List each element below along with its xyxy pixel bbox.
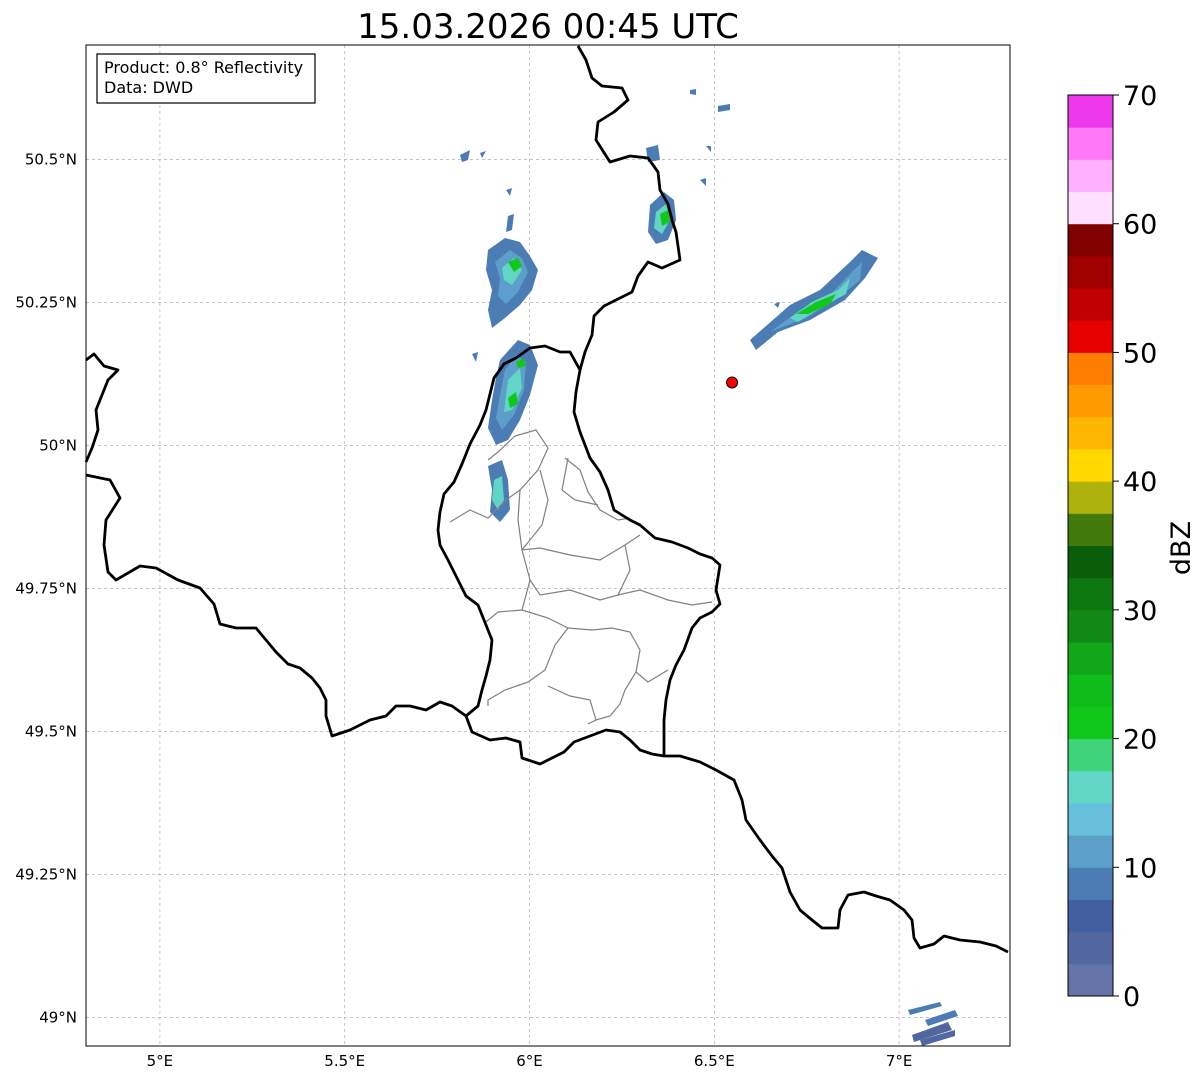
y-axis-ticks: 50.5°N 50.25°N 50°N 49.75°N 49.5°N 49.25°N 49°…	[15, 150, 77, 1026]
colorbar-swatch	[1068, 963, 1113, 997]
colorbar-swatch	[1068, 416, 1113, 450]
y-tick-label: 50.25°N	[15, 293, 77, 311]
colorbar-swatch	[1068, 770, 1113, 804]
colorbar-frame	[1067, 94, 1114, 997]
x-tick-label: 6.5°E	[694, 1052, 735, 1070]
echo-band-north-east	[750, 250, 878, 350]
colorbar-swatch	[1068, 223, 1113, 257]
country-borders	[84, 45, 1009, 954]
colorbar-tick-label: 20	[1123, 725, 1157, 756]
info-box: Product: 0.8° Reflectivity Data: DWD	[96, 53, 316, 104]
colorbar-swatch	[1068, 384, 1113, 418]
colorbar-swatch	[1068, 931, 1113, 965]
gridlines	[86, 45, 1010, 1046]
colorbar-swatch	[1068, 609, 1113, 643]
y-tick-label: 49°N	[39, 1008, 77, 1026]
colorbar-swatch	[1068, 577, 1113, 611]
colorbar-swatch	[1068, 899, 1113, 933]
colorbar-tick-label: 0	[1123, 982, 1140, 1013]
colorbar-tick-label: 30	[1123, 596, 1157, 627]
colorbar-tick-label: 40	[1123, 467, 1157, 498]
map-frame	[85, 44, 1011, 1047]
colorbar-swatches	[1068, 95, 1113, 997]
district-borders	[449, 429, 713, 725]
y-tick-label: 50.5°N	[25, 150, 77, 168]
info-box-frame	[96, 53, 316, 104]
colorbar-tick-label: 70	[1123, 81, 1157, 112]
colorbar-swatch	[1068, 513, 1113, 546]
colorbar-swatch	[1068, 127, 1113, 160]
x-tick-label: 5°E	[147, 1052, 174, 1070]
colorbar-swatch	[1068, 191, 1113, 225]
colorbar-swatch	[1068, 95, 1113, 128]
colorbar-swatch	[1068, 352, 1113, 386]
colorbar-label: dBZ	[1166, 521, 1197, 575]
colorbar-ticks: 0 10 20 30 40 50 60 70	[1113, 81, 1157, 1013]
map-background	[86, 45, 1010, 1046]
x-tick-label: 6°E	[516, 1052, 543, 1070]
colorbar-tick-label: 60	[1123, 210, 1157, 241]
colorbar-swatch	[1068, 255, 1113, 289]
x-tick-label: 7°E	[886, 1052, 913, 1070]
map-axes: Product: 0.8° Reflectivity Data: DWD 5°E…	[15, 44, 1011, 1070]
x-axis-ticks: 5°E 5.5°E 6°E 6.5°E 7°E	[147, 1052, 913, 1070]
info-source-text: Data: DWD	[104, 78, 193, 97]
radar-echoes	[460, 89, 958, 1046]
x-tick-label: 5.5°E	[324, 1052, 365, 1070]
y-tick-label: 49.75°N	[15, 579, 77, 597]
map-title: 15.03.2026 00:45 UTC	[357, 7, 739, 47]
colorbar: 0 10 20 30 40 50 60 70 dBZ	[1067, 81, 1197, 1013]
colorbar-swatch	[1068, 706, 1113, 740]
colorbar-swatch	[1068, 481, 1113, 514]
echo-cell-north-west	[460, 150, 538, 328]
colorbar-swatch	[1068, 642, 1113, 675]
colorbar-swatch	[1068, 835, 1113, 868]
info-product-text: Product: 0.8° Reflectivity	[104, 58, 303, 77]
colorbar-swatch	[1068, 674, 1113, 707]
echo-cell-south-east	[908, 1002, 958, 1046]
colorbar-swatch	[1068, 320, 1113, 353]
echo-cell-central-west	[472, 340, 538, 522]
colorbar-swatch	[1068, 802, 1113, 836]
colorbar-tick-label: 50	[1123, 338, 1157, 369]
colorbar-swatch	[1068, 159, 1113, 193]
y-tick-label: 49.5°N	[25, 722, 77, 740]
y-tick-label: 50°N	[39, 436, 77, 454]
radar-site-marker	[726, 376, 739, 389]
colorbar-tick-label: 10	[1123, 853, 1157, 884]
colorbar-swatch	[1068, 738, 1113, 772]
colorbar-swatch	[1068, 448, 1113, 482]
y-tick-label: 49.25°N	[15, 865, 77, 883]
colorbar-swatch	[1068, 867, 1113, 900]
colorbar-swatch	[1068, 288, 1113, 321]
colorbar-swatch	[1068, 545, 1113, 579]
